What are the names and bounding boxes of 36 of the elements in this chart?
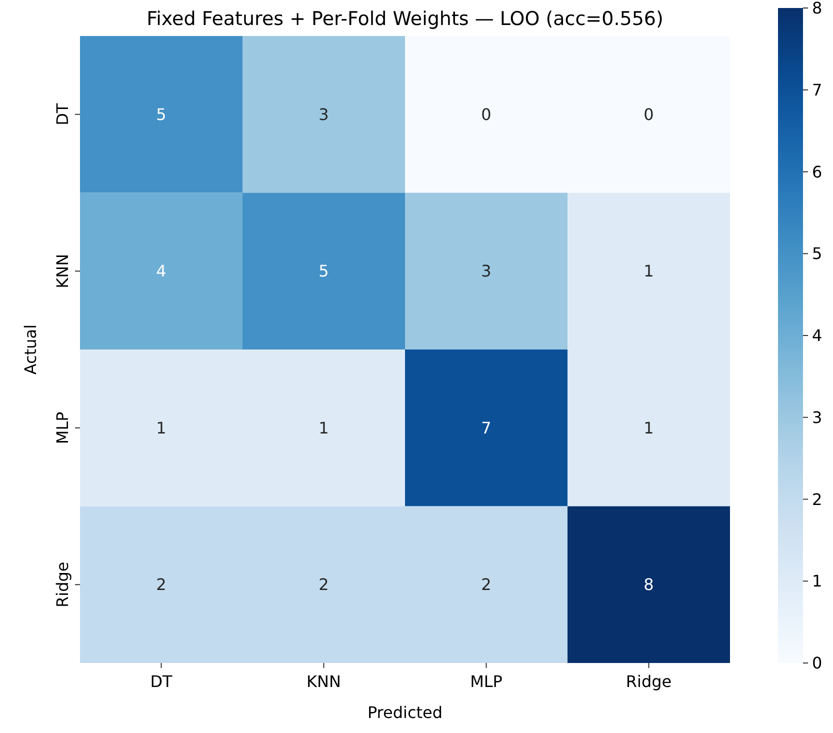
data-label: 0 [481, 104, 492, 124]
x-tick-label: Ridge [626, 672, 672, 691]
y-tick-label: Ridge [53, 562, 72, 608]
color-bar-label: 7 [812, 80, 822, 100]
color-bar-label: 0 [812, 654, 822, 672]
data-label: 4 [156, 262, 166, 281]
y-tick-label: DT [53, 103, 72, 126]
data-label: 2 [481, 575, 492, 594]
data-label: 5 [318, 262, 329, 281]
x-tick-label: KNN [306, 672, 341, 691]
data-label: 3 [481, 262, 492, 281]
color-bar-label: 3 [812, 408, 822, 427]
data-label: 2 [156, 575, 166, 594]
data-label: 1 [156, 418, 166, 438]
data-label: 3 [318, 104, 329, 124]
y-tick-label: MLP [53, 411, 72, 444]
data-label: 1 [644, 262, 654, 281]
x-axis-title: Predicted [367, 703, 443, 722]
data-label: 5 [156, 104, 166, 124]
data-label: 2 [318, 575, 329, 594]
data-label: 8 [644, 575, 654, 594]
color-bar-label: 4 [812, 326, 822, 345]
y-axis-title: Actual [21, 324, 40, 375]
y-tick-label: KNN [53, 254, 72, 288]
color-bar-label: 2 [812, 490, 822, 509]
data-label: 7 [481, 418, 492, 438]
chart-title: Fixed Features + Per-Fold Weights — LOO (acc=0.556) [146, 8, 664, 30]
data-label: 1 [644, 418, 654, 438]
data-label: 1 [318, 418, 329, 438]
color-bar-label: 8 [812, 0, 822, 18]
x-tick-label: MLP [470, 672, 503, 691]
color-bar-label: 5 [812, 244, 822, 264]
data-label: 0 [644, 104, 654, 124]
color-bar-label: 1 [812, 572, 822, 591]
x-tick-label: DT [150, 672, 173, 691]
color-bar-label: 6 [812, 162, 822, 182]
